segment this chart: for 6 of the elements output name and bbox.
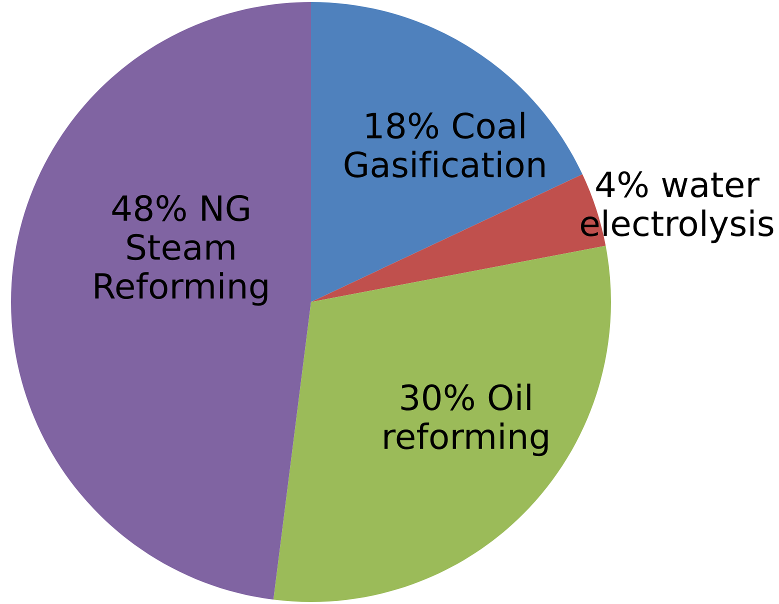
pie-slice <box>273 246 611 602</box>
slice-label: 30% Oil reforming <box>384 384 548 456</box>
slice-label: 18% Coal Gasification <box>344 112 544 178</box>
pie-slice <box>11 2 311 600</box>
pie-slice <box>311 2 582 302</box>
slice-label: 48% NG Steam Reforming <box>95 195 268 306</box>
